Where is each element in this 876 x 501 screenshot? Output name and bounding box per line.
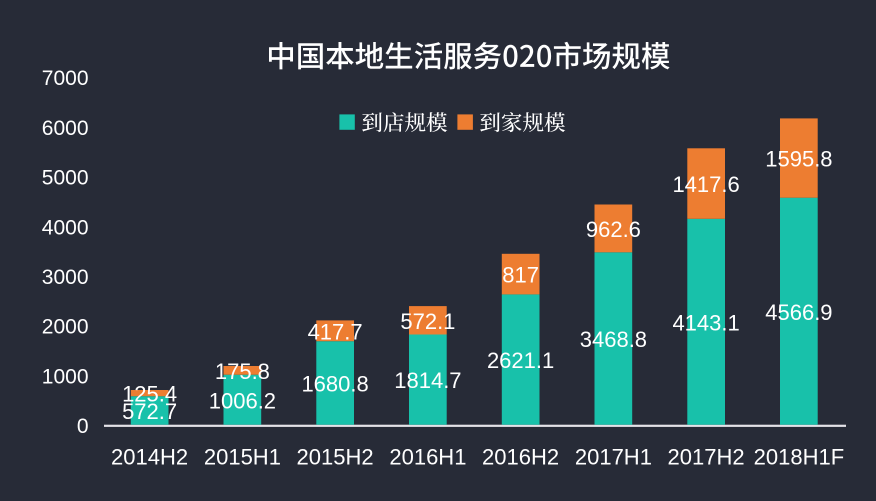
svg-text:2017H1: 2017H1 — [575, 445, 652, 470]
svg-text:2017H2: 2017H2 — [668, 445, 745, 470]
svg-text:962.6: 962.6 — [586, 217, 641, 242]
svg-text:3468.8: 3468.8 — [580, 327, 647, 352]
svg-text:1000: 1000 — [42, 365, 89, 388]
svg-text:417.7: 417.7 — [308, 319, 363, 344]
svg-text:4566.9: 4566.9 — [765, 300, 832, 325]
svg-text:1417.6: 1417.6 — [672, 172, 739, 197]
svg-text:1595.8: 1595.8 — [765, 147, 832, 172]
svg-text:2014H2: 2014H2 — [111, 445, 188, 470]
svg-text:572.1: 572.1 — [400, 309, 455, 334]
svg-text:5000: 5000 — [42, 167, 89, 190]
svg-text:3000: 3000 — [42, 266, 89, 289]
svg-text:2016H1: 2016H1 — [389, 445, 466, 470]
svg-text:2000: 2000 — [42, 316, 89, 339]
svg-text:125.4: 125.4 — [122, 382, 177, 407]
svg-text:2016H2: 2016H2 — [482, 445, 559, 470]
svg-text:4000: 4000 — [42, 216, 89, 239]
svg-text:572.7: 572.7 — [122, 399, 177, 424]
svg-text:6000: 6000 — [42, 117, 89, 140]
svg-text:4143.1: 4143.1 — [672, 310, 739, 335]
svg-text:0: 0 — [77, 415, 89, 438]
svg-text:1814.7: 1814.7 — [394, 368, 461, 393]
svg-text:2015H1: 2015H1 — [204, 445, 281, 470]
svg-text:7000: 7000 — [42, 67, 89, 90]
svg-text:817: 817 — [502, 263, 539, 288]
svg-text:1680.8: 1680.8 — [301, 372, 368, 397]
svg-text:1006.2: 1006.2 — [209, 388, 276, 413]
svg-text:2621.1: 2621.1 — [487, 348, 554, 373]
svg-text:2015H2: 2015H2 — [297, 445, 374, 470]
svg-text:175.8: 175.8 — [215, 359, 270, 384]
svg-text:2018H1F: 2018H1F — [754, 445, 845, 470]
